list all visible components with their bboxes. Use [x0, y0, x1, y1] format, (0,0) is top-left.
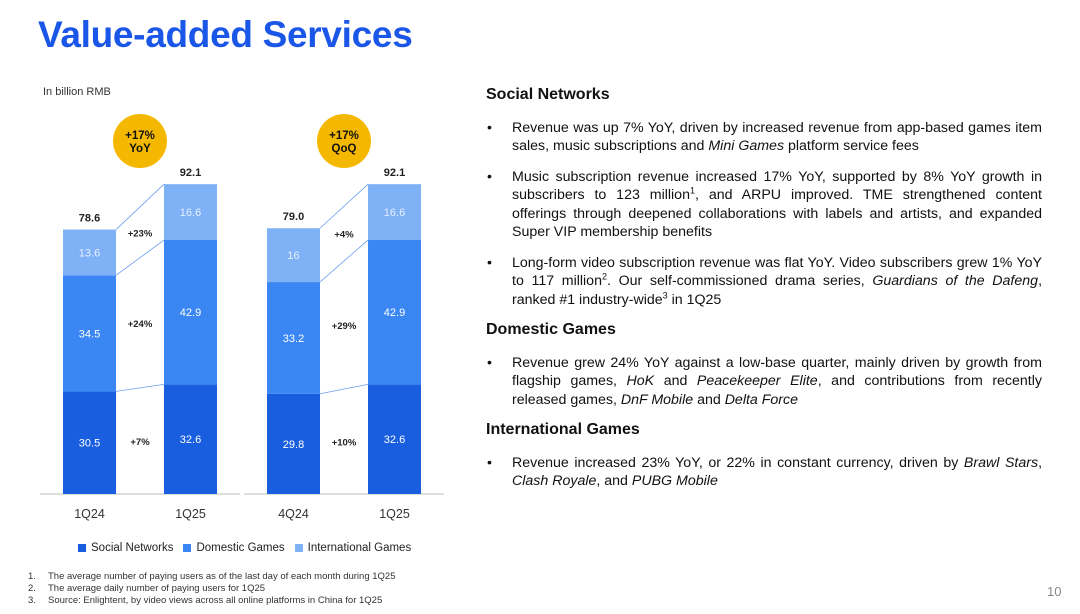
growth-badge [113, 114, 167, 168]
bar-value-label: 33.2 [283, 333, 304, 345]
legend-swatch-social [78, 544, 86, 552]
bar-value-label: 42.9 [384, 307, 405, 319]
legend-label-social: Social Networks [91, 542, 174, 554]
category-tick-label: 1Q25 [379, 507, 410, 521]
bar-value-label: 32.6 [180, 434, 201, 446]
legend-swatch-domestic [183, 544, 192, 552]
growth-label-international: +23% [128, 228, 153, 239]
footnote: 1. The average number of paying users as … [28, 571, 396, 583]
bar-value-label: 16.6 [180, 207, 201, 219]
legend-item-social: Social Networks [78, 542, 173, 554]
bar-segment-domestic [63, 391, 116, 494]
footnotes: 1. The average number of paying users as … [28, 571, 396, 607]
footnote-number: 3. [28, 595, 36, 606]
bar-value-label: 16.6 [384, 207, 405, 219]
bullet-list: Revenue was up 7% YoY, driven by increas… [486, 119, 1042, 310]
connector-line [319, 183, 369, 229]
bar-segment-social [164, 240, 217, 385]
bar-value-label: 42.9 [180, 307, 201, 319]
badge-text-line1: +17% [125, 130, 155, 142]
bar-value-label: 13.6 [79, 247, 100, 259]
commentary-panel: Social Networks Revenue was up 7% YoY, d… [486, 86, 1042, 503]
bar-segment-international [164, 184, 217, 241]
connector-line [115, 383, 165, 392]
category-tick-label: 1Q25 [175, 507, 206, 521]
bullet-item: Revenue increased 23% YoY, or 22% in con… [486, 454, 1042, 491]
bar-value-label: 16 [287, 250, 299, 262]
section-social-networks: Social Networks Revenue was up 7% YoY, d… [486, 86, 1042, 309]
bar-segment-domestic [368, 384, 421, 494]
footnote-number: 2. [28, 583, 36, 594]
section-international-games: International Games Revenue increased 23… [486, 421, 1042, 491]
connector-line [319, 383, 369, 395]
bar-total-label: 92.1 [384, 167, 405, 179]
legend-item-international: International Games [294, 542, 412, 554]
bar-segment-domestic [267, 393, 320, 494]
section-heading: Social Networks [486, 86, 610, 103]
bar-total-label: 78.6 [79, 213, 100, 225]
legend-label-domestic: Domestic Games [196, 542, 285, 554]
footnote-number: 1. [28, 571, 36, 582]
footnote-text: The average number of paying users as of… [48, 571, 396, 582]
category-tick-label: 1Q24 [74, 507, 105, 521]
bullet-item: Music subscription revenue increased 17%… [486, 168, 1042, 242]
legend-item-domestic: Domestic Games [183, 542, 285, 554]
unit-label: In billion RMB [43, 86, 111, 98]
growth-label-domestic: +7% [130, 437, 150, 448]
section-heading: Domestic Games [486, 321, 616, 338]
footnote-text: The average daily number of paying users… [48, 583, 266, 594]
connector-line [115, 183, 165, 230]
connector-line [115, 239, 165, 276]
bullet-item: Revenue grew 24% YoY against a low-base … [486, 354, 1042, 410]
page-title: Value-added Services [38, 14, 413, 55]
growth-label-domestic: +10% [332, 438, 357, 449]
stacked-bar-chart: 30.5 34.5 13.6 78.6 1Q24 32.6 42.9 16.6 92.1 1Q25… [40, 114, 444, 521]
footnote-text: Source: Enlightent, by video views acros… [48, 595, 383, 606]
footnote: 3. Source: Enlightent, by video views acr… [28, 595, 396, 607]
category-tick-label: 4Q24 [278, 507, 309, 521]
bar-segment-social [368, 240, 421, 385]
bar-value-label: 32.6 [384, 434, 405, 446]
bar-segment-international [368, 184, 421, 241]
bullet-item: Revenue was up 7% YoY, driven by increas… [486, 119, 1042, 156]
growth-label-social: +24% [128, 319, 153, 330]
bar-segment-international [267, 228, 320, 283]
bar-segment-social [267, 282, 320, 394]
bar-segment-domestic [164, 384, 217, 494]
page-number: 10 [1047, 584, 1062, 599]
growth-label-social: +29% [332, 321, 357, 332]
bar-total-label: 92.1 [180, 167, 201, 179]
section-domestic-games: Domestic Games Revenue grew 24% YoY agai… [486, 321, 1042, 409]
bar-segment-social [63, 275, 116, 392]
growth-label-international: +4% [334, 230, 354, 241]
footnote: 2. The average daily number of paying use… [28, 583, 396, 595]
bar-value-label: 34.5 [79, 328, 100, 340]
bar-segment-international [63, 229, 116, 276]
growth-badge [317, 114, 371, 168]
bullet-list: Revenue increased 23% YoY, or 22% in con… [486, 454, 1042, 491]
bullet-item: Long-form video subscription revenue was… [486, 254, 1042, 310]
bullet-list: Revenue grew 24% YoY against a low-base … [486, 354, 1042, 410]
section-heading: International Games [486, 421, 640, 438]
legend-swatch-international [294, 544, 303, 552]
bar-value-label: 30.5 [79, 438, 100, 450]
badge-text-line1: +17% [329, 130, 359, 142]
bar-value-label: 29.8 [283, 439, 304, 451]
badge-text-line2: YoY [129, 143, 151, 155]
legend-label-international: International Games [307, 542, 412, 554]
connector-line [319, 239, 369, 283]
chart-legend: Social Networks Domestic Games Internati… [78, 542, 411, 554]
badge-text-line2: QoQ [332, 143, 357, 155]
bar-total-label: 79.0 [283, 211, 304, 223]
